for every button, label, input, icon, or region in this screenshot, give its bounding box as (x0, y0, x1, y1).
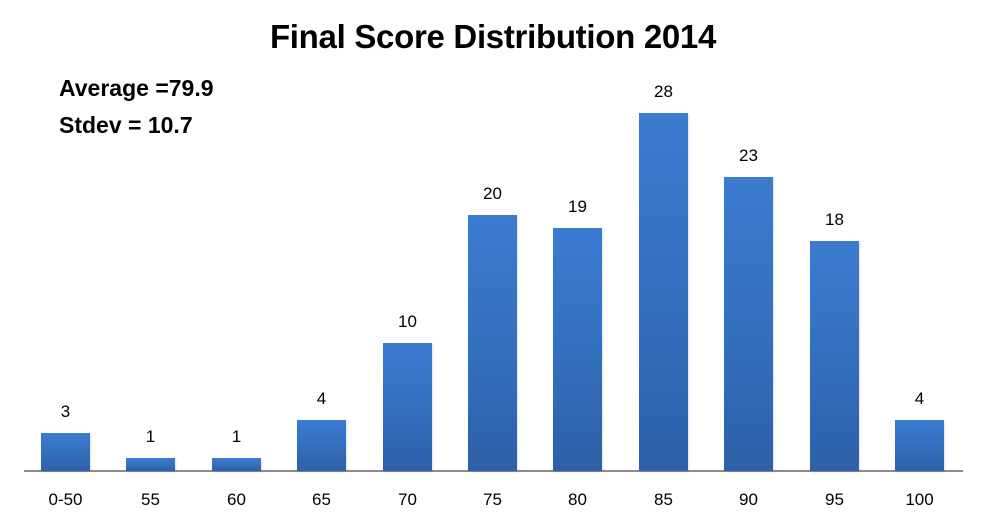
bar-90 (724, 177, 773, 471)
bar-100 (895, 420, 944, 471)
bar-80 (553, 228, 602, 471)
data-label: 1 (231, 427, 242, 446)
stdev-annotation: Stdev = 10.7 (59, 112, 193, 138)
data-label: 1 (145, 427, 156, 446)
x-tick-label: 75 (483, 490, 502, 509)
x-tick-label: 85 (654, 490, 673, 509)
x-tick-label: 55 (141, 490, 160, 509)
data-label: 4 (316, 389, 327, 408)
data-label: 28 (654, 82, 673, 101)
x-tick-label: 80 (568, 490, 587, 509)
data-label: 4 (914, 389, 925, 408)
x-tick-label: 0-50 (48, 490, 83, 509)
x-tick-label: 70 (398, 490, 417, 509)
data-label: 3 (60, 402, 71, 421)
x-tick-label: 90 (739, 490, 758, 509)
bar-65 (297, 420, 346, 471)
average-annotation: Average =79.9 (59, 75, 214, 101)
x-axis-line (24, 470, 963, 472)
bar-0-50 (41, 433, 90, 471)
data-label: 20 (483, 184, 502, 203)
x-tick-label: 95 (825, 490, 844, 509)
data-label: 19 (568, 197, 587, 216)
x-tick-label: 100 (905, 490, 934, 509)
data-label: 23 (739, 146, 758, 165)
data-label: 18 (825, 210, 844, 229)
x-tick-label: 65 (312, 490, 331, 509)
bar-55 (126, 458, 175, 471)
bar-95 (810, 241, 859, 471)
bar-75 (468, 215, 517, 471)
chart-title: Final Score Distribution 2014 (269, 18, 717, 55)
bar-60 (212, 458, 261, 471)
bar-70 (383, 343, 432, 471)
x-tick-label: 60 (227, 490, 246, 509)
data-label: 10 (398, 312, 417, 331)
bar-85 (639, 113, 688, 471)
